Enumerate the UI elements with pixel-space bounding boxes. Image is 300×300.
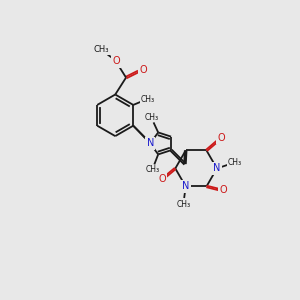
Text: N: N: [213, 164, 220, 173]
Text: N: N: [146, 138, 154, 148]
Text: CH₃: CH₃: [146, 165, 160, 174]
Text: CH₃: CH₃: [141, 95, 155, 104]
Text: O: O: [139, 65, 147, 75]
Text: CH₃: CH₃: [145, 112, 159, 122]
Text: O: O: [112, 56, 120, 66]
Text: CH₃: CH₃: [227, 158, 242, 167]
Text: O: O: [217, 133, 225, 143]
Text: CH₃: CH₃: [177, 200, 191, 209]
Text: N: N: [182, 182, 189, 191]
Text: CH₃: CH₃: [94, 45, 109, 54]
Text: O: O: [158, 174, 166, 184]
Text: O: O: [220, 184, 227, 194]
